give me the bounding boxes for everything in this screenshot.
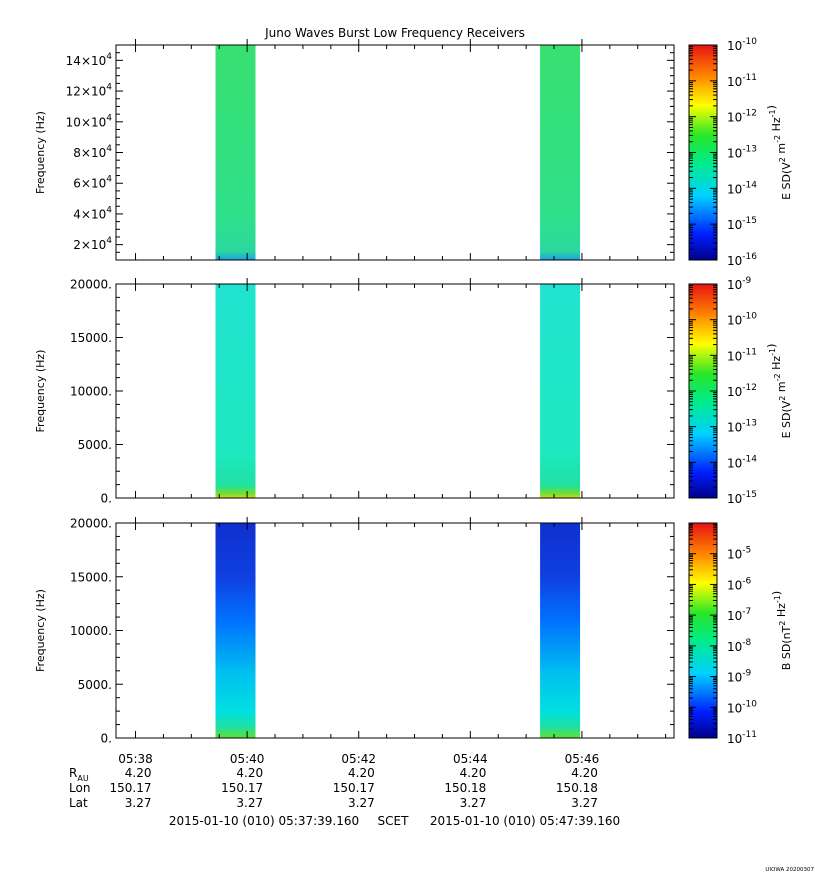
panel-middle: 0. 5000. 10000. 15000. 20000. Frequency (Hz) 1… <box>34 276 793 506</box>
panel-bottom: 0. 5000. 10000. 15000. 20000. Frequency (Hz) 1… <box>34 517 793 747</box>
y-axis-label: Frequency (Hz) <box>34 111 47 194</box>
ephem-value: 3.27 <box>236 796 263 810</box>
ephem-label: Lat <box>69 796 88 810</box>
colorbar: 10-15 10-14 10-13 10-12 10-11 10-10 10-9 E SD(V… <box>688 276 793 506</box>
y-tick-label: 10000. <box>70 624 112 638</box>
ephem-value: 150.18 <box>444 781 486 795</box>
y-tick-label: 2×104 <box>73 236 112 252</box>
ephem-value: 150.18 <box>556 781 598 795</box>
ephem-value: 4.20 <box>236 766 263 780</box>
y-tick-label: 0. <box>101 732 112 746</box>
panel-frame <box>115 283 675 499</box>
x-tick-label: 05:38 <box>118 752 153 766</box>
ephem-value: 4.20 <box>460 766 487 780</box>
y-tick-label: 15000. <box>70 570 112 584</box>
y-tick-label: 10000. <box>70 385 112 399</box>
colorbar-tick-label: 10-14 <box>727 454 757 470</box>
colorbar-tick-label: 10-11 <box>727 347 757 363</box>
ephem-label: Lon <box>69 781 90 795</box>
colorbar-label: B SD(nT2 Hz-1) <box>770 591 793 670</box>
burst-block-2 <box>540 284 581 498</box>
burst-block-2 <box>540 45 581 260</box>
ephem-label: RAU <box>69 766 89 783</box>
colorbar: 10-16 10-15 10-14 10-13 10-12 10-11 10-10 E SD(… <box>688 37 793 268</box>
colorbar-label: E SD(V2 m-2 Hz-1) <box>765 344 793 439</box>
x-tick-label: 05:42 <box>341 752 376 766</box>
x-tick-label: 05:46 <box>565 752 600 766</box>
colorbar-label: E SD(V2 m-2 Hz-1) <box>765 105 793 200</box>
y-tick-label: 14×104 <box>66 52 113 68</box>
time-start: 2015-01-10 (010) 05:37:39.160 <box>169 814 359 828</box>
burst-block-1 <box>215 45 256 260</box>
y-tick-label: 12×104 <box>66 83 113 99</box>
ephem-value: 4.20 <box>125 766 152 780</box>
colorbar-tick-label: 10-15 <box>727 216 757 232</box>
ephem-value: 150.17 <box>333 781 375 795</box>
y-tick-label: 10×104 <box>66 113 113 129</box>
colorbar: 10-11 10-10 10-9 10-8 10-7 10-6 10-5 B SD(nT2 H… <box>688 522 793 746</box>
y-tick-label: 5000. <box>78 678 112 692</box>
colorbar-tick-label: 10-5 <box>727 546 751 562</box>
colorbar-tick-label: 10-9 <box>727 276 752 292</box>
burst-block-1 <box>215 523 256 738</box>
y-tick-label: 8×104 <box>73 144 112 160</box>
ephem-value: 150.17 <box>110 781 152 795</box>
colorbar-tick-label: 10-14 <box>727 180 757 196</box>
ephem-value: 3.27 <box>125 796 152 810</box>
burst-block-2 <box>540 523 581 738</box>
y-tick-label: 5000. <box>78 438 112 452</box>
time-end: 2015-01-10 (010) 05:47:39.160 <box>430 814 620 828</box>
ephem-value: 3.27 <box>460 796 487 810</box>
y-tick-label: 15000. <box>70 331 112 345</box>
y-tick-label: 20000. <box>70 278 112 292</box>
ephem-value: 150.17 <box>221 781 263 795</box>
time-axis: 05:38 05:40 05:42 05:44 05:46 RAU 4.20 4.20 4.20… <box>69 752 620 828</box>
scet-label: SCET <box>378 814 410 828</box>
colorbar-gradient <box>689 523 717 738</box>
burst-block-1 <box>215 284 256 498</box>
panel-top: 2×104 4×104 6×104 8×104 10×104 12×104 14×104 Fr… <box>34 37 793 268</box>
colorbar-frame <box>688 522 718 739</box>
colorbar-tick-label: 10-6 <box>727 576 752 592</box>
panels: 2×104 4×104 6×104 8×104 10×104 12×104 14×104 Fr… <box>34 37 793 746</box>
colorbar-tick-label: 10-16 <box>727 252 757 268</box>
ephem-value: 3.27 <box>348 796 375 810</box>
colorbar-tick-label: 10-12 <box>727 109 757 125</box>
colorbar-tick-label: 10-8 <box>727 638 752 654</box>
y-tick-label: 6×104 <box>73 175 112 191</box>
colorbar-tick-label: 10-13 <box>727 145 757 161</box>
colorbar-tick-label: 10-10 <box>727 699 757 715</box>
ephem-value: 3.27 <box>571 796 598 810</box>
y-axis-label: Frequency (Hz) <box>34 589 47 672</box>
x-tick-label: 05:44 <box>453 752 488 766</box>
colorbar-tick-label: 10-15 <box>727 490 757 506</box>
colorbar-tick-label: 10-11 <box>727 730 757 746</box>
colorbar-tick-label: 10-11 <box>727 73 757 89</box>
chart-title: Juno Waves Burst Low Frequency Receivers <box>264 26 525 40</box>
y-tick-label: 0. <box>101 492 112 506</box>
y-axis-label: Frequency (Hz) <box>34 350 47 433</box>
colorbar-tick-label: 10-12 <box>727 383 757 399</box>
footer-stamp: UIOWA 20200307 <box>765 867 814 873</box>
x-tick-label: 05:40 <box>230 752 265 766</box>
panel-frame <box>115 44 675 261</box>
ephem-value: 4.20 <box>348 766 375 780</box>
ephem-value: 4.20 <box>571 766 598 780</box>
y-tick-label: 20000. <box>70 517 112 531</box>
panel-frame <box>115 522 675 739</box>
colorbar-tick-label: 10-10 <box>727 37 757 53</box>
colorbar-tick-label: 10-10 <box>727 312 757 328</box>
colorbar-tick-label: 10-7 <box>727 607 751 623</box>
ephemeris-table: 05:38 05:40 05:42 05:44 05:46 RAU 4.20 4.20 4.20… <box>69 752 599 810</box>
colorbar-tick-label: 10-13 <box>727 419 757 435</box>
y-tick-label: 4×104 <box>73 205 112 221</box>
colorbar-tick-label: 10-9 <box>727 669 752 685</box>
